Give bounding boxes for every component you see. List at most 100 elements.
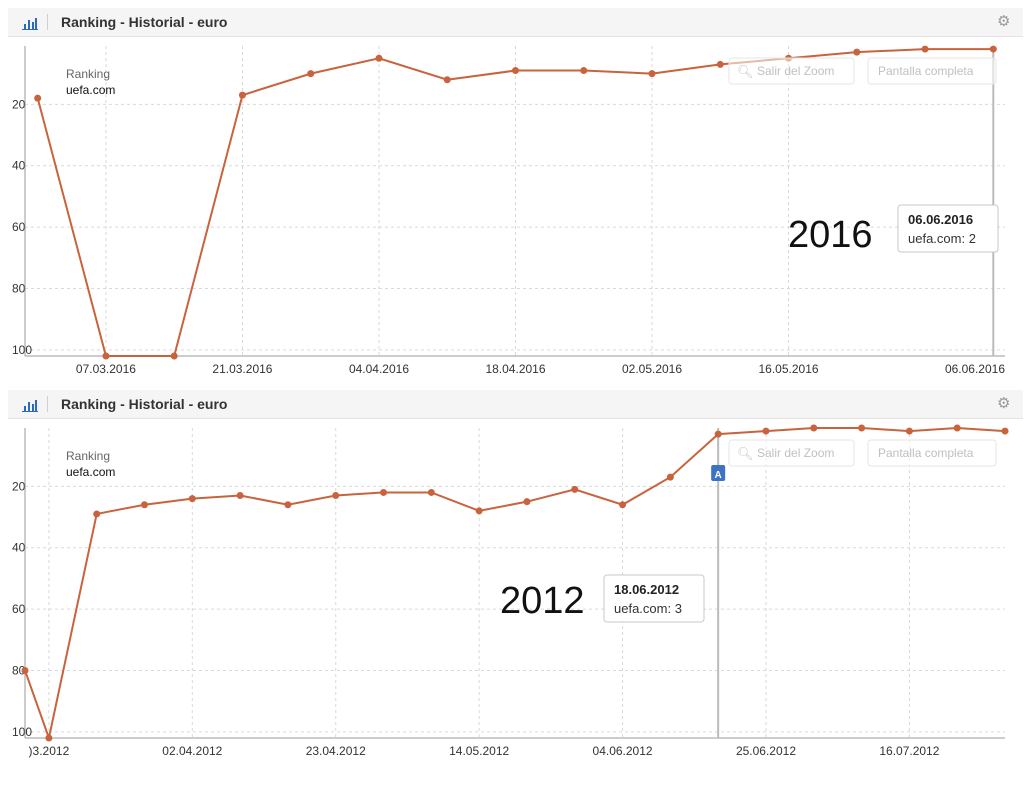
data-point bbox=[236, 492, 244, 500]
data-point bbox=[666, 473, 674, 481]
data-point bbox=[523, 498, 531, 506]
x-tick-label: 04.06.2012 bbox=[593, 744, 653, 758]
data-point bbox=[443, 76, 451, 84]
data-point bbox=[858, 424, 866, 432]
legend-label: Ranking bbox=[66, 67, 110, 81]
x-tick-label: 16.05.2016 bbox=[758, 362, 818, 376]
fullscreen-label: Pantalla completa bbox=[878, 64, 974, 78]
data-point bbox=[1001, 427, 1009, 435]
y-tick-label: 80 bbox=[12, 663, 26, 677]
header-divider bbox=[47, 396, 48, 412]
x-tick-label: 06.06.2016 bbox=[945, 362, 1005, 376]
chart-panel-2012: Ranking - Historial - euro ⚙ 20 40 60 80 100… bbox=[8, 390, 1023, 762]
data-point bbox=[93, 510, 101, 518]
data-point bbox=[762, 427, 770, 435]
bar-chart-icon bbox=[22, 17, 38, 30]
data-point bbox=[307, 70, 315, 78]
data-point bbox=[170, 352, 178, 360]
flag-marker bbox=[711, 465, 726, 481]
bar-chart-icon bbox=[22, 399, 38, 412]
y-tick-label: 40 bbox=[12, 159, 26, 173]
data-point bbox=[188, 495, 196, 503]
data-point bbox=[989, 45, 997, 53]
gear-icon[interactable]: ⚙ bbox=[997, 13, 1011, 30]
legend-series-name: uefa.com bbox=[66, 465, 115, 479]
x-tick-label: 23.04.2012 bbox=[306, 744, 366, 758]
line-chart-2012: 20 40 60 80 100 )3.2012 02.04.2012 23.04.2012 14… bbox=[12, 424, 1009, 758]
x-tick-label: 14.05.2012 bbox=[449, 744, 509, 758]
data-point bbox=[716, 60, 724, 68]
fullscreen-button[interactable] bbox=[867, 57, 997, 85]
panel-header: Ranking - Historial - euro ⚙ bbox=[8, 8, 1023, 37]
x-tick-label: 04.04.2016 bbox=[349, 362, 409, 376]
y-tick-label: 40 bbox=[12, 541, 26, 555]
data-point bbox=[619, 501, 627, 509]
x-tick-label: )3.2012 bbox=[29, 744, 70, 758]
y-tick-label: 80 bbox=[12, 281, 26, 295]
data-point bbox=[571, 485, 579, 493]
x-tick-label: 21.03.2016 bbox=[212, 362, 272, 376]
data-point bbox=[853, 48, 861, 56]
data-tooltip: 06.06.2016 uefa.com: 2 bbox=[897, 204, 999, 253]
data-point bbox=[953, 424, 961, 432]
x-tick-label: 16.07.2012 bbox=[879, 744, 939, 758]
data-point bbox=[511, 67, 519, 75]
series-line bbox=[24, 426, 1006, 742]
panel-title: Ranking - Historial - euro bbox=[61, 396, 228, 412]
data-point bbox=[380, 488, 388, 496]
y-tick-label: 60 bbox=[12, 602, 26, 616]
y-tick-label: 20 bbox=[12, 479, 26, 493]
data-point bbox=[648, 70, 656, 78]
tooltip-value: uefa.com: 3 bbox=[614, 601, 682, 616]
gear-icon[interactable]: ⚙ bbox=[997, 395, 1011, 412]
header-divider bbox=[47, 14, 48, 30]
data-point bbox=[475, 507, 483, 515]
data-point bbox=[810, 424, 818, 432]
data-point bbox=[238, 91, 246, 99]
series-group bbox=[34, 45, 997, 360]
data-point bbox=[905, 427, 913, 435]
line-chart-2016: 20 40 60 80 100 07.03.2016 21.03.2016 04.04.201… bbox=[12, 45, 1005, 376]
data-point bbox=[921, 45, 929, 53]
y-tick-label: 100 bbox=[12, 343, 32, 357]
data-point bbox=[45, 734, 53, 742]
zoom-icon: 🔍︎ bbox=[737, 447, 754, 462]
reset-zoom-button[interactable] bbox=[728, 439, 855, 467]
data-tooltip: 18.06.2012 uefa.com: 3 bbox=[603, 574, 705, 623]
legend-series-name: uefa.com bbox=[66, 83, 115, 97]
x-tick-label: 18.04.2016 bbox=[485, 362, 545, 376]
year-label: 2016 bbox=[788, 214, 873, 256]
tooltip-date: 18.06.2012 bbox=[614, 582, 679, 597]
y-tick-label: 60 bbox=[12, 220, 26, 234]
data-point bbox=[332, 492, 340, 500]
x-tick-label: 02.04.2012 bbox=[162, 744, 222, 758]
tooltip-date: 06.06.2016 bbox=[908, 212, 973, 227]
flag-icon: A bbox=[711, 465, 726, 481]
zoom-icon: 🔍︎ bbox=[737, 65, 754, 80]
fullscreen-button[interactable] bbox=[867, 439, 997, 467]
data-point bbox=[141, 501, 149, 509]
data-point bbox=[34, 94, 42, 102]
reset-zoom-label: Salir del Zoom bbox=[757, 446, 834, 460]
data-point bbox=[427, 488, 435, 496]
data-point bbox=[102, 352, 110, 360]
data-point bbox=[714, 430, 722, 438]
data-point bbox=[580, 67, 588, 75]
data-point bbox=[375, 54, 383, 62]
panel-title: Ranking - Historial - euro bbox=[61, 14, 228, 30]
reset-zoom-button[interactable] bbox=[728, 57, 855, 85]
reset-zoom-label: Salir del Zoom bbox=[757, 64, 834, 78]
y-tick-label: 100 bbox=[12, 725, 32, 739]
series-group bbox=[21, 424, 1009, 742]
x-tick-label: 02.05.2016 bbox=[622, 362, 682, 376]
fullscreen-label: Pantalla completa bbox=[878, 446, 974, 460]
data-point bbox=[284, 501, 292, 509]
year-label: 2012 bbox=[500, 580, 585, 622]
chart-panel-2016: Ranking - Historial - euro ⚙ 20 40 60 80 100… bbox=[8, 8, 1023, 380]
flag-marker-label: A bbox=[715, 470, 722, 481]
y-tick-label: 20 bbox=[12, 97, 26, 111]
tooltip-value: uefa.com: 2 bbox=[908, 231, 976, 246]
legend-label: Ranking bbox=[66, 449, 110, 463]
x-tick-label: 25.06.2012 bbox=[736, 744, 796, 758]
panel-header: Ranking - Historial - euro ⚙ bbox=[8, 390, 1023, 419]
